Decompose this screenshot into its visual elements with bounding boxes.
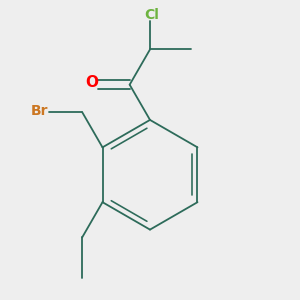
Text: Cl: Cl	[144, 8, 159, 22]
Text: Br: Br	[31, 104, 48, 118]
Text: O: O	[85, 75, 98, 90]
